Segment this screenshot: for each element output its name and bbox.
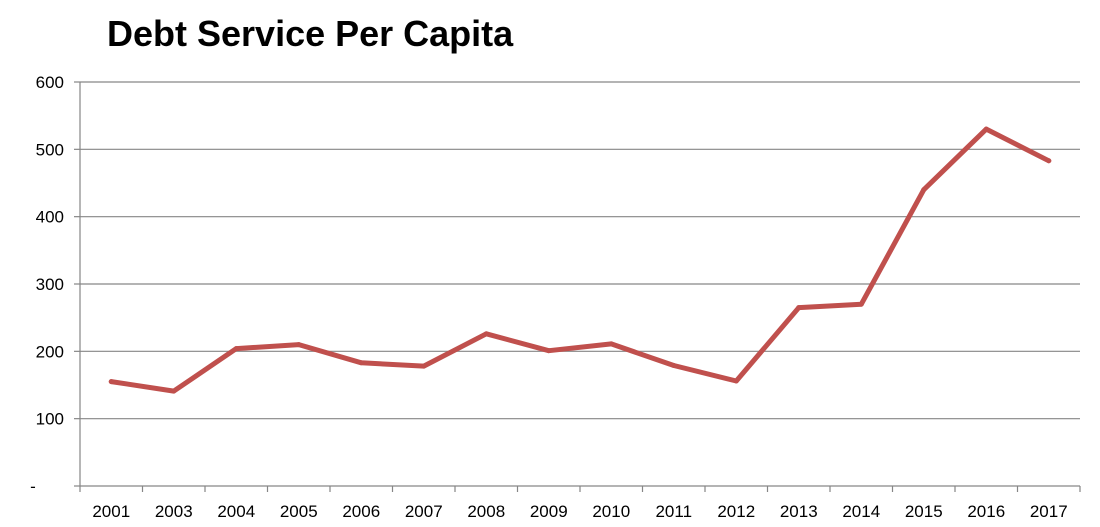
data-point [921,187,927,193]
data-point [108,379,114,385]
gridlines [80,81,1080,420]
x-tick-label: 2012 [717,502,755,521]
x-tick-label: 2011 [655,502,692,521]
x-axis-ticks: 2001 2003 2004 2005 2006 2007 2008 2009 2010 2011… [79,486,1081,521]
x-tick-label: 2001 [92,502,130,521]
x-tick-label: 2005 [280,502,318,521]
y-tick-label: 400 [36,208,64,227]
data-point [983,126,989,132]
y-tick-label: 500 [36,140,64,159]
data-point [483,331,489,337]
x-tick-label: 2015 [905,502,943,521]
data-point [233,346,239,352]
data-point [421,363,427,369]
data-point [546,348,552,354]
data-point [171,388,177,394]
data-point [733,378,739,384]
y-tick-label: 600 [36,73,64,92]
x-tick-label: 2008 [467,502,505,521]
data-point [358,360,364,366]
data-point [858,301,864,307]
series-line [108,126,1052,394]
x-tick-label: 2014 [842,502,880,521]
y-tick-label: 100 [36,410,64,429]
data-point [296,342,302,348]
data-point [796,305,802,311]
series-group [108,126,1052,394]
data-point [608,341,614,347]
data-point [1046,158,1052,164]
data-point [671,362,677,368]
x-tick-label: 2017 [1030,502,1068,521]
x-tick-label: 2006 [342,502,380,521]
x-tick-label: 2016 [967,502,1005,521]
x-tick-label: 2009 [530,502,568,521]
x-tick-label: 2003 [155,502,193,521]
x-tick-label: 2004 [217,502,255,521]
y-tick-label: - [30,477,36,496]
y-tick-label: 300 [36,275,64,294]
x-tick-label: 2007 [405,502,443,521]
y-axis-ticks: - 100 200 300 400 500 600 [30,73,80,496]
x-tick-label: 2013 [780,502,818,521]
chart-title: Debt Service Per Capita [107,13,514,54]
x-tick-label: 2010 [592,502,630,521]
y-tick-label: 200 [36,342,64,361]
